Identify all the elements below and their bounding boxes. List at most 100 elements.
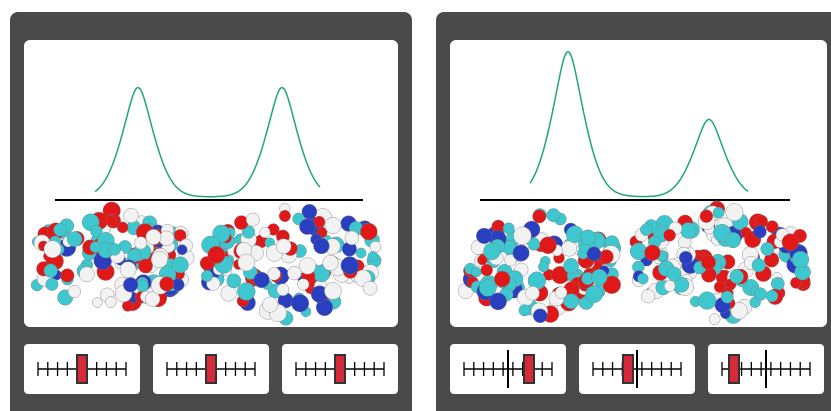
atom xyxy=(730,270,744,284)
atom xyxy=(201,270,212,281)
atom xyxy=(46,278,58,290)
atom xyxy=(146,229,161,244)
slider-handle xyxy=(524,355,534,383)
atom xyxy=(713,207,724,218)
atom xyxy=(279,210,290,221)
atom xyxy=(725,232,741,248)
atom xyxy=(291,295,308,312)
atom xyxy=(591,269,607,285)
atom xyxy=(44,241,61,258)
atom xyxy=(540,237,557,254)
atom xyxy=(766,221,778,233)
atom xyxy=(138,259,152,273)
atom xyxy=(254,272,270,288)
atom xyxy=(526,286,540,300)
atom xyxy=(640,224,652,236)
page: (() => { const data = JSON.parse(documen… xyxy=(0,0,831,411)
atom xyxy=(323,255,339,271)
atom xyxy=(761,242,774,255)
atom xyxy=(752,259,766,273)
atom xyxy=(314,238,330,254)
atom xyxy=(360,223,377,240)
atom xyxy=(124,208,139,223)
atom xyxy=(667,267,681,281)
atom xyxy=(120,262,136,278)
slider-handle xyxy=(206,355,216,383)
atom xyxy=(276,239,291,254)
atom xyxy=(234,216,248,230)
atom xyxy=(680,223,696,239)
atom xyxy=(580,230,595,245)
atom xyxy=(260,227,271,238)
atom xyxy=(105,297,116,308)
atom xyxy=(134,237,147,250)
atom xyxy=(246,213,259,226)
atom xyxy=(547,209,560,222)
atom xyxy=(538,262,548,272)
atom xyxy=(701,255,715,269)
atom xyxy=(160,277,174,291)
atom xyxy=(700,210,713,223)
atom xyxy=(750,297,761,308)
atom xyxy=(641,290,655,304)
atom xyxy=(117,222,128,233)
atom xyxy=(698,292,716,310)
atom xyxy=(262,297,278,313)
atom xyxy=(476,228,492,244)
atom xyxy=(599,250,613,264)
atom xyxy=(44,264,58,278)
atom xyxy=(533,309,547,323)
atom xyxy=(151,251,168,268)
atom xyxy=(137,280,149,292)
atom xyxy=(564,294,579,309)
atom xyxy=(479,279,496,296)
atom xyxy=(664,229,676,241)
atom xyxy=(106,215,117,226)
atom xyxy=(638,273,649,284)
atom xyxy=(90,242,101,253)
atom xyxy=(564,258,579,273)
atom xyxy=(123,278,138,293)
slider-handle xyxy=(729,355,739,383)
atom xyxy=(67,232,82,247)
atom xyxy=(513,245,529,261)
atom xyxy=(782,234,799,251)
atom xyxy=(325,217,341,233)
atom xyxy=(503,223,514,234)
atom xyxy=(227,274,241,288)
atom xyxy=(341,257,359,275)
atom xyxy=(586,286,603,303)
atom xyxy=(237,283,255,301)
atom xyxy=(356,248,366,258)
atom xyxy=(370,241,381,252)
atom xyxy=(771,277,784,290)
atom xyxy=(753,225,766,238)
atom xyxy=(514,227,532,245)
slider-handle xyxy=(77,355,87,383)
atom xyxy=(664,281,675,292)
atom xyxy=(471,267,481,277)
atom xyxy=(345,231,359,245)
atom xyxy=(792,251,809,268)
atom xyxy=(587,247,601,261)
atom xyxy=(299,219,315,235)
atom xyxy=(297,279,309,291)
atom xyxy=(177,245,187,255)
atom xyxy=(109,243,121,255)
atom xyxy=(481,264,493,276)
atom xyxy=(561,241,577,257)
atom xyxy=(324,283,341,300)
atom xyxy=(490,293,507,310)
slider-handle xyxy=(335,355,345,383)
atom xyxy=(61,269,75,283)
atom xyxy=(363,281,377,295)
atom xyxy=(299,258,316,275)
atom xyxy=(68,285,81,298)
figure xyxy=(0,0,831,411)
atom xyxy=(679,251,692,264)
atom xyxy=(208,246,225,263)
atom xyxy=(519,305,530,316)
atom xyxy=(721,291,733,303)
atom xyxy=(92,298,102,308)
atom xyxy=(484,243,501,260)
